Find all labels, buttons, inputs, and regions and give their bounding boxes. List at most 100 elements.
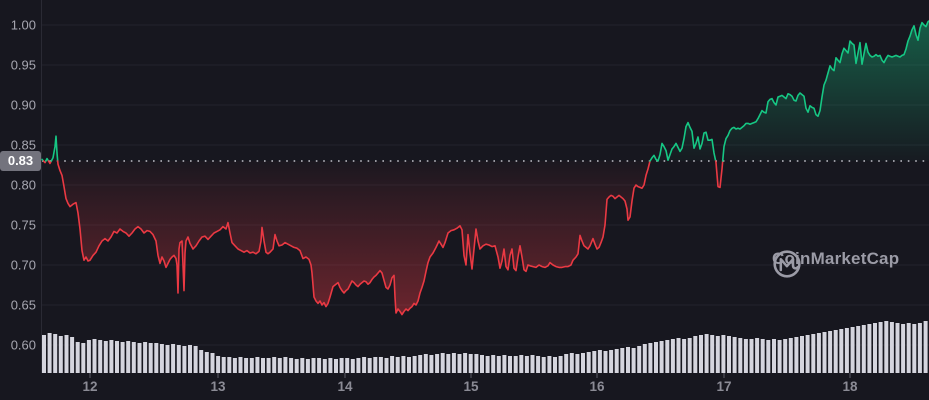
watermark: CoinMarketCap xyxy=(772,249,899,278)
volume-bar xyxy=(109,340,114,373)
volume-bar xyxy=(204,352,209,373)
volume-bar xyxy=(154,343,159,373)
y-axis-label: 0.70 xyxy=(11,258,36,273)
volume-bar xyxy=(670,339,675,373)
volume-bar xyxy=(378,357,383,373)
volume-bars xyxy=(42,321,928,373)
volume-bar xyxy=(227,357,232,373)
volume-bar xyxy=(738,338,743,373)
volume-bar xyxy=(70,337,75,373)
volume-bar xyxy=(289,358,294,373)
volume-bar xyxy=(305,359,310,373)
volume-bar xyxy=(648,343,653,373)
volume-bar xyxy=(115,341,119,373)
volume-bar xyxy=(53,334,58,373)
volume-bar xyxy=(468,354,473,373)
volume-bar xyxy=(350,359,355,373)
volume-bar xyxy=(687,338,692,373)
x-axis: 12 13 14 15 16 17 18 xyxy=(82,373,858,394)
volume-bar xyxy=(923,321,928,373)
volume-bar xyxy=(597,350,602,373)
volume-bar xyxy=(620,348,625,373)
volume-bar xyxy=(828,331,833,373)
volume-bar xyxy=(412,356,417,373)
volume-bar xyxy=(822,332,827,373)
volume-bar xyxy=(884,321,889,373)
y-axis-label: 0.90 xyxy=(11,98,36,113)
volume-bar xyxy=(704,334,709,373)
volume-bar xyxy=(496,356,501,373)
volume-bar xyxy=(553,357,557,373)
volume-bar xyxy=(749,339,754,373)
volume-bar xyxy=(816,333,821,373)
y-axis-label: 0.85 xyxy=(11,138,36,153)
volume-bar xyxy=(328,358,333,373)
volume-bar xyxy=(508,356,512,373)
y-axis-label: 0.60 xyxy=(11,338,36,353)
volume-bar xyxy=(401,356,406,373)
volume-bar xyxy=(232,358,237,373)
volume-bar xyxy=(171,344,176,373)
volume-bar xyxy=(564,354,569,373)
volume-bar xyxy=(148,343,153,373)
volume-bar xyxy=(143,342,148,373)
volume-bar xyxy=(367,358,372,373)
volume-bar xyxy=(277,358,282,373)
y-axis-label: 0.95 xyxy=(11,58,36,73)
volume-bar xyxy=(878,322,883,373)
volume-bar xyxy=(322,359,327,373)
volume-bar xyxy=(283,357,288,373)
volume-bar xyxy=(693,336,698,373)
volume-bar xyxy=(631,348,636,373)
volume-bar xyxy=(861,325,866,373)
volume-bar xyxy=(772,339,776,373)
volume-bar xyxy=(165,345,170,373)
volume-bar xyxy=(676,338,681,373)
volume-bar xyxy=(642,344,647,373)
volume-bar xyxy=(188,345,192,373)
volume-bar xyxy=(603,351,608,373)
volume-bar xyxy=(294,359,299,373)
volume-bar xyxy=(569,353,574,373)
volume-bar xyxy=(777,340,782,373)
volume-bar xyxy=(530,355,535,373)
volume-bar xyxy=(895,323,900,373)
price-line xyxy=(41,20,929,316)
volume-bar xyxy=(311,358,316,373)
volume-bar xyxy=(176,345,181,373)
volume-bar xyxy=(839,329,844,373)
volume-bar xyxy=(159,344,164,373)
x-axis-label: 15 xyxy=(463,379,479,394)
volume-bar xyxy=(844,328,849,373)
volume-bar xyxy=(715,336,720,373)
volume-bar xyxy=(558,356,563,373)
volume-bar xyxy=(64,335,69,373)
volume-bar xyxy=(92,339,97,373)
volume-bar xyxy=(491,355,496,373)
volume-bar xyxy=(811,334,816,373)
volume-bar xyxy=(721,335,726,373)
volume-bar xyxy=(912,324,917,373)
volume-bar xyxy=(210,353,215,373)
volume-bar xyxy=(131,342,136,373)
volume-bar xyxy=(519,355,524,373)
volume-bar xyxy=(485,356,490,373)
volume-bar xyxy=(120,342,125,373)
volume-bar xyxy=(395,357,400,373)
baseline-price-badge: 0.83 xyxy=(0,151,41,171)
volume-bar xyxy=(390,356,395,373)
price-line-up-segment xyxy=(649,121,717,162)
y-axis-labels: 1.00 0.95 0.90 0.85 0.80 0.75 0.70 0.65 0.60 xyxy=(11,18,36,353)
volume-bar xyxy=(788,338,793,373)
volume-bar xyxy=(199,350,204,373)
volume-bar xyxy=(524,356,529,373)
volume-bar xyxy=(435,354,440,373)
volume-bar xyxy=(800,336,804,373)
volume-bar xyxy=(255,357,260,373)
volume-bar xyxy=(418,355,423,373)
volume-bar xyxy=(182,346,187,373)
volume-bar xyxy=(362,357,367,373)
y-axis-label: 0.75 xyxy=(11,218,36,233)
